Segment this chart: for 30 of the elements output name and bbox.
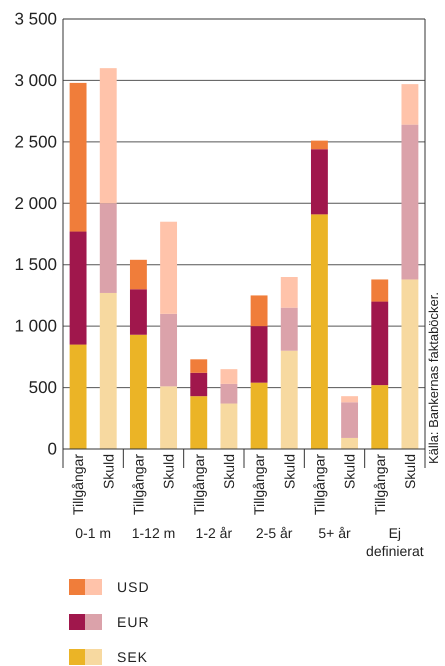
x-tick-label: Skuld (160, 454, 177, 490)
legend-label: USD (117, 579, 150, 595)
x-tick-label: Tillgångar (70, 454, 86, 515)
text: 5+ år (318, 525, 351, 541)
legend-label: SEK (117, 649, 148, 665)
legend-label: EUR (117, 614, 150, 630)
y-tick-label: 1 000 (14, 316, 57, 336)
y-tick-label: 1 500 (14, 255, 57, 274)
text: 0-1 m (75, 525, 112, 541)
y-tick-label: 2 500 (14, 132, 57, 152)
text: Källa: Bankernas faktaböcker. (426, 292, 441, 464)
x-tick-label: Tillgångar (311, 454, 328, 515)
text: 2-5 år (256, 525, 293, 541)
x-tick-label: Tillgångar (372, 454, 388, 515)
x-tick-label: Skuld (281, 454, 298, 490)
x-tick-label: Skuld (100, 454, 116, 490)
text: 1-2 år (196, 525, 232, 541)
y-tick-label: 3 500 (14, 10, 57, 28)
y-tick-label: 3 000 (14, 70, 57, 90)
x-tick-label: Skuld (342, 454, 358, 490)
y-tick-label: 500 (28, 378, 57, 398)
y-tick-label: 0 (48, 440, 57, 458)
x-tick-label: Skuld (220, 454, 237, 490)
text: Ej definierat (366, 525, 424, 559)
x-tick-label: Tillgångar (130, 454, 146, 515)
y-tick-label: 2 000 (14, 194, 57, 213)
x-tick-label: Tillgångar (190, 454, 207, 515)
x-tick-label: Skuld (402, 454, 418, 490)
x-tick-label: Tillgångar (251, 454, 268, 515)
text: 1-12 m (132, 525, 176, 541)
